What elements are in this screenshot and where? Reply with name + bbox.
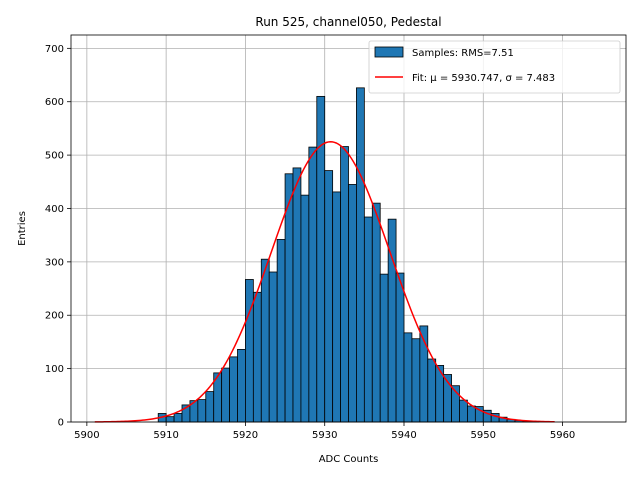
histogram-bar-28 (379, 273, 389, 423)
histogram-bar-2 (173, 413, 183, 423)
histogram-bar-14 (268, 271, 278, 423)
x-tick-label-3: 5930 (312, 430, 337, 441)
x-tick-label-1: 5910 (153, 430, 178, 441)
histogram-bar-38 (459, 399, 468, 423)
histogram-bar-39 (467, 405, 476, 423)
histogram-bar-8 (221, 367, 230, 423)
x-tick-label-6: 5960 (550, 430, 575, 441)
x-axis-ticks: 5900 5910 5920 5930 5940 5950 5960 (74, 422, 575, 441)
y-tick-label-0: 0 (58, 418, 64, 429)
histogram-bar-11 (245, 279, 254, 423)
x-tick-label-4: 5940 (391, 430, 416, 441)
plot-frame (70, 34, 627, 423)
x-tick-label-0: 5900 (74, 430, 99, 441)
histogram-bar-10 (237, 349, 246, 423)
histogram-bar-9 (229, 356, 238, 423)
histogram-bar-34 (427, 358, 437, 423)
histogram-bar-18 (300, 194, 310, 423)
gaussian-fit-curve (94, 141, 555, 423)
y-axis-label: Entries (17, 211, 28, 246)
y-tick-label-6: 600 (45, 97, 64, 108)
histogram-bar-30 (395, 272, 405, 423)
legend-box (368, 40, 621, 94)
histogram-bar-32 (411, 338, 421, 423)
histogram-bar-6 (205, 391, 215, 423)
histogram-bar-22 (332, 191, 341, 423)
legend: Samples: RMS=7.51 Fit: μ = 5930.747, σ =… (368, 40, 621, 94)
y-tick-label-7: 700 (45, 44, 64, 55)
histogram-bar-27 (371, 202, 381, 423)
y-axis-ticks: 0 100 200 300 400 500 600 700 (45, 44, 71, 429)
histogram-bar-31 (403, 332, 413, 423)
legend-swatch-samples (374, 46, 404, 58)
histogram-bar-1 (165, 416, 175, 423)
histogram-bar-26 (363, 216, 373, 423)
x-tick-label-5: 5950 (471, 430, 496, 441)
histogram-bars (157, 87, 540, 423)
chart-title: Run 525, channel050, Pedestal (255, 15, 441, 29)
histogram-bar-15 (276, 239, 286, 423)
histogram-bar-17 (292, 167, 302, 423)
histogram-bar-23 (340, 146, 349, 423)
histogram-bar-13 (260, 258, 270, 423)
y-tick-label-4: 400 (45, 204, 64, 215)
y-tick-label-1: 100 (45, 364, 64, 375)
x-tick-label-2: 5920 (233, 430, 258, 441)
legend-label-fit: Fit: μ = 5930.747, σ = 7.483 (412, 73, 555, 84)
y-tick-label-3: 300 (45, 257, 64, 268)
histogram-bar-12 (252, 291, 262, 423)
y-tick-label-2: 200 (45, 311, 64, 322)
x-axis-label: ADC Counts (319, 454, 379, 465)
histogram-bar-19 (308, 146, 318, 423)
y-tick-label-5: 500 (45, 151, 64, 162)
legend-label-samples: Samples: RMS=7.51 (412, 48, 514, 59)
histogram-bar-25 (356, 87, 365, 423)
histogram-bar-21 (324, 170, 334, 423)
histogram-bar-24 (348, 184, 357, 423)
histogram-bar-5 (197, 399, 207, 423)
